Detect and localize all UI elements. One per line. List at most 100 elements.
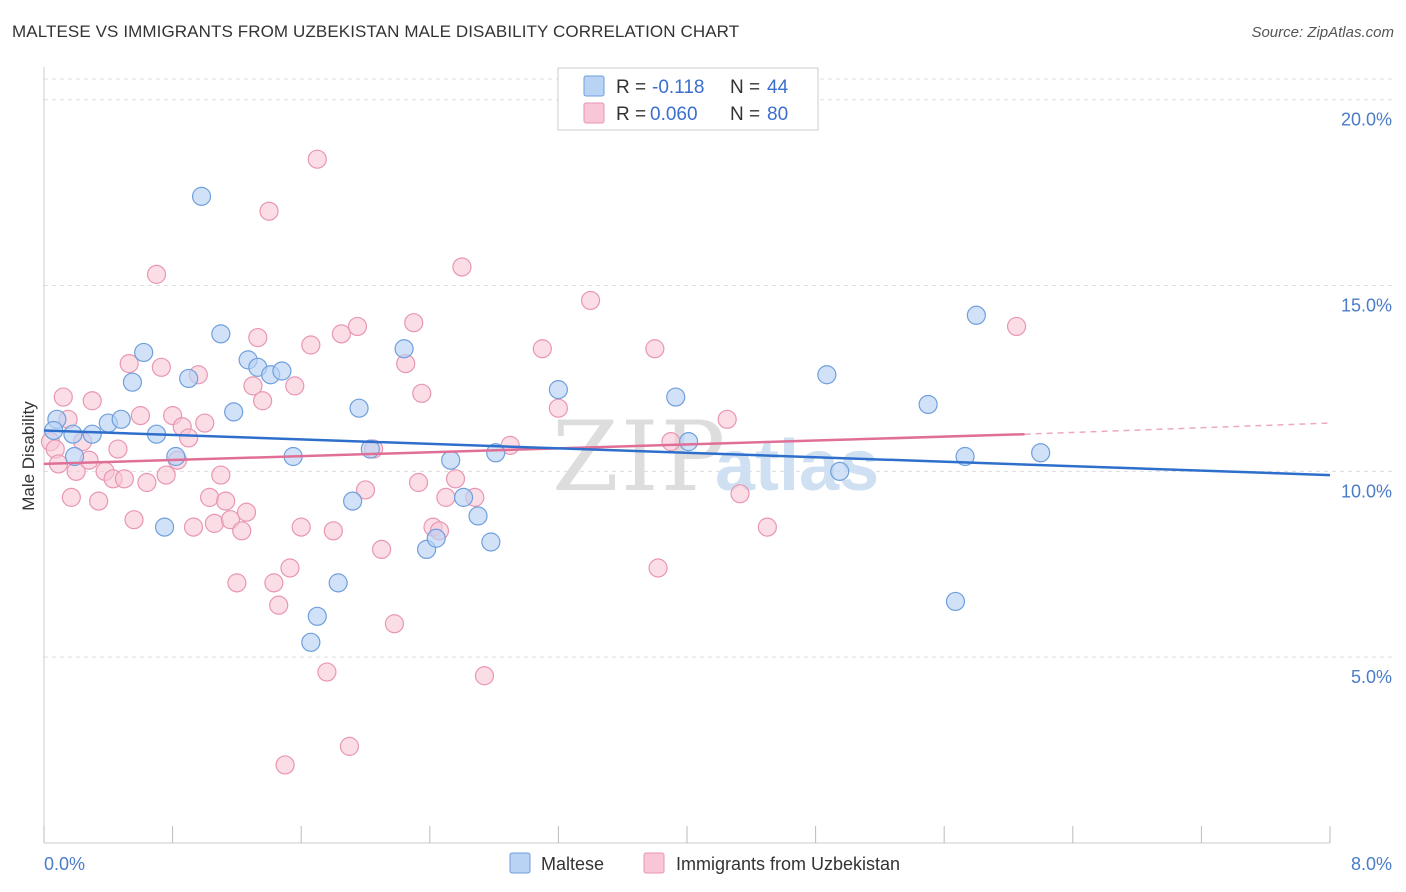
- legend-r-value-uzbekistan: 0.060: [650, 104, 698, 125]
- point-maltese: [82, 424, 102, 444]
- point-maltese: [955, 446, 975, 467]
- point-maltese: [307, 606, 327, 626]
- point-maltese: [548, 380, 569, 400]
- point-uzbekistan: [445, 469, 466, 489]
- point-uzbekistan: [248, 327, 268, 348]
- point-maltese: [349, 398, 369, 418]
- trend-lines: [43, 422, 1331, 477]
- point-uzbekistan: [532, 339, 552, 359]
- point-uzbekistan: [436, 487, 456, 507]
- point-uzbekistan: [156, 465, 176, 485]
- point-uzbekistan: [730, 484, 750, 504]
- point-uzbekistan: [232, 521, 252, 541]
- y-tick-label: 15.0%: [1341, 296, 1392, 316]
- point-uzbekistan: [371, 539, 392, 560]
- legend-swatch-uzbekistan: [583, 102, 605, 124]
- point-uzbekistan: [339, 736, 360, 756]
- point-uzbekistan: [264, 573, 284, 593]
- point-uzbekistan: [146, 264, 167, 284]
- point-uzbekistan: [211, 465, 231, 485]
- point-uzbekistan: [114, 469, 134, 489]
- y-tick-label: 20.0%: [1341, 110, 1392, 130]
- point-uzbekistan: [253, 391, 273, 411]
- point-uzbekistan: [119, 353, 139, 374]
- point-uzbekistan: [204, 513, 224, 533]
- source-label: Source: ZipAtlas.com: [1251, 24, 1394, 41]
- point-maltese: [154, 517, 175, 537]
- point-uzbekistan: [151, 357, 171, 377]
- series-maltese-points: [44, 186, 1051, 652]
- point-uzbekistan: [548, 398, 569, 418]
- bottom-legend-swatch-uzbekistan: [643, 852, 665, 874]
- point-uzbekistan: [1006, 316, 1027, 337]
- legend-n-label-uzbekistan: N =: [730, 104, 760, 125]
- point-uzbekistan: [236, 502, 257, 522]
- point-uzbekistan: [199, 487, 220, 507]
- legend-n-label-maltese: N =: [730, 77, 760, 98]
- legend-swatch-maltese: [583, 75, 605, 97]
- point-maltese: [966, 305, 986, 325]
- point-maltese: [179, 368, 199, 389]
- chart-title: MALTESE VS IMMIGRANTS FROM UZBEKISTAN MA…: [12, 22, 740, 41]
- point-uzbekistan: [757, 517, 777, 537]
- legend-n-value-maltese: 44: [767, 77, 789, 98]
- x-tick-label-min: 0.0%: [44, 854, 85, 874]
- trend-line-maltese: [43, 429, 1331, 477]
- point-uzbekistan: [384, 614, 405, 634]
- point-maltese: [64, 446, 85, 467]
- point-uzbekistan: [227, 573, 247, 593]
- bottom-legend-label-maltese: Maltese: [541, 854, 604, 874]
- bottom-legend-label-uzbekistan: Immigrants from Uzbekistan: [676, 854, 900, 874]
- point-uzbekistan: [404, 313, 424, 333]
- legend-n-value-uzbekistan: 80: [767, 104, 788, 125]
- y-tick-label: 5.0%: [1351, 667, 1392, 687]
- point-uzbekistan: [179, 428, 199, 448]
- point-maltese: [468, 506, 488, 526]
- point-maltese: [817, 365, 837, 385]
- point-uzbekistan: [195, 413, 215, 433]
- point-maltese: [211, 324, 231, 344]
- point-maltese: [426, 528, 446, 548]
- point-uzbekistan: [645, 339, 665, 359]
- bottom-legend: Maltese Immigrants from Uzbekistan: [509, 852, 900, 874]
- point-uzbekistan: [347, 316, 368, 337]
- point-maltese: [134, 342, 154, 363]
- legend-r-label-uzbekistan: R =: [616, 104, 646, 125]
- point-uzbekistan: [452, 257, 472, 277]
- point-uzbekistan: [275, 755, 295, 775]
- point-uzbekistan: [301, 335, 321, 355]
- point-uzbekistan: [137, 472, 157, 493]
- point-maltese: [343, 491, 363, 511]
- point-uzbekistan: [580, 290, 601, 311]
- point-maltese: [453, 487, 474, 507]
- bottom-legend-swatch-maltese: [509, 852, 531, 874]
- point-maltese: [328, 573, 348, 593]
- point-maltese: [301, 632, 321, 652]
- point-uzbekistan: [717, 409, 737, 429]
- point-maltese: [272, 361, 292, 381]
- point-uzbekistan: [355, 480, 376, 500]
- point-uzbekistan: [280, 558, 300, 578]
- trend-line-uzbekistan-extension: [1024, 422, 1331, 435]
- point-uzbekistan: [323, 521, 343, 541]
- point-uzbekistan: [124, 510, 144, 530]
- point-uzbekistan: [269, 595, 289, 615]
- point-uzbekistan: [216, 491, 236, 511]
- point-maltese: [224, 402, 244, 422]
- series-uzbekistan-points: [40, 149, 1027, 775]
- trend-line-uzbekistan: [43, 432, 1025, 466]
- tick-labels: 5.0% 10.0% 15.0% 20.0% 0.0% 8.0%: [44, 110, 1392, 874]
- legend: R = -0.118 N = 44 R = 0.060 N = 80: [557, 67, 819, 131]
- point-uzbekistan: [285, 376, 305, 396]
- x-tick-label-max: 8.0%: [1351, 854, 1392, 874]
- point-maltese: [166, 446, 186, 467]
- point-maltese: [679, 432, 699, 452]
- point-maltese: [830, 461, 850, 481]
- point-uzbekistan: [259, 201, 279, 221]
- point-maltese: [122, 372, 143, 392]
- point-maltese: [918, 394, 938, 415]
- point-uzbekistan: [648, 558, 668, 578]
- point-uzbekistan: [291, 517, 311, 537]
- y-axis-title: Male Disability: [19, 401, 38, 511]
